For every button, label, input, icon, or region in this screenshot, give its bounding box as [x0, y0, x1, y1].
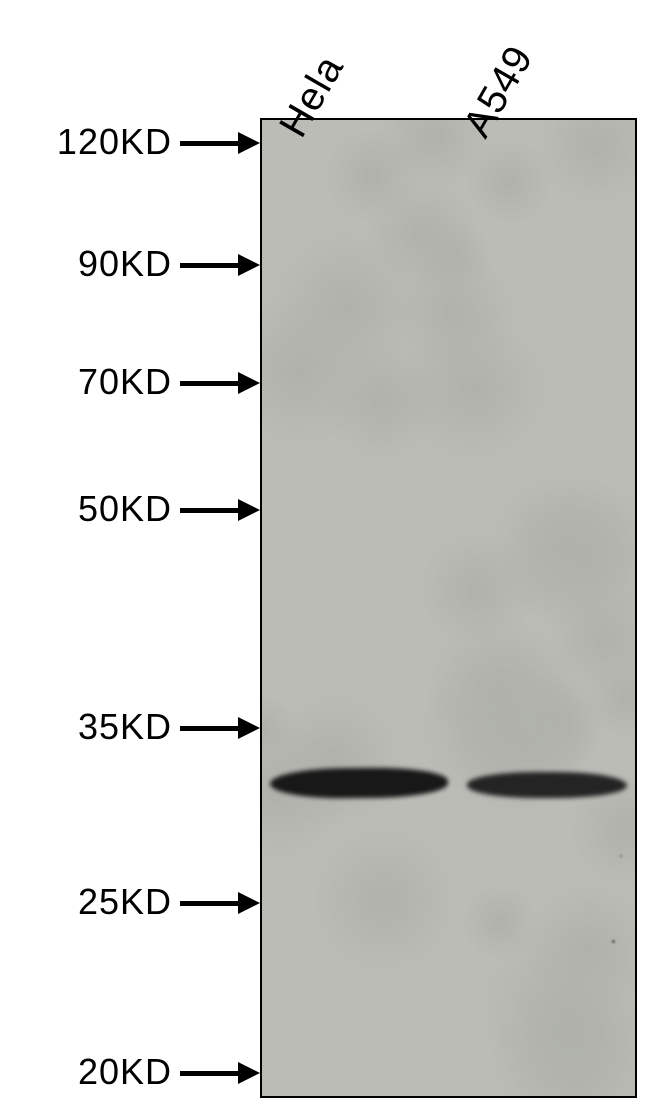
protein-band	[467, 772, 627, 798]
arrow-right-icon	[180, 1062, 260, 1084]
mw-marker-label: 35KD	[78, 706, 172, 748]
mw-marker-label: 25KD	[78, 881, 172, 923]
arrow-right-icon	[180, 132, 260, 154]
arrow-right-icon	[180, 892, 260, 914]
mw-marker-label: 70KD	[78, 361, 172, 403]
artifact-speck	[620, 855, 622, 857]
mw-marker-label: 120KD	[57, 121, 172, 163]
arrow-right-icon	[180, 372, 260, 394]
arrow-right-icon	[180, 717, 260, 739]
western-blot-figure: 120KD90KD70KD50KD35KD25KD20KD HelaA549	[0, 0, 650, 1105]
mw-marker-label: 50KD	[78, 488, 172, 530]
mw-marker-label: 90KD	[78, 243, 172, 285]
arrow-right-icon	[180, 499, 260, 521]
artifact-speck	[612, 940, 615, 943]
blot-membrane	[260, 118, 637, 1098]
arrow-right-icon	[180, 254, 260, 276]
mw-marker-label: 20KD	[78, 1051, 172, 1093]
protein-band	[270, 767, 448, 799]
